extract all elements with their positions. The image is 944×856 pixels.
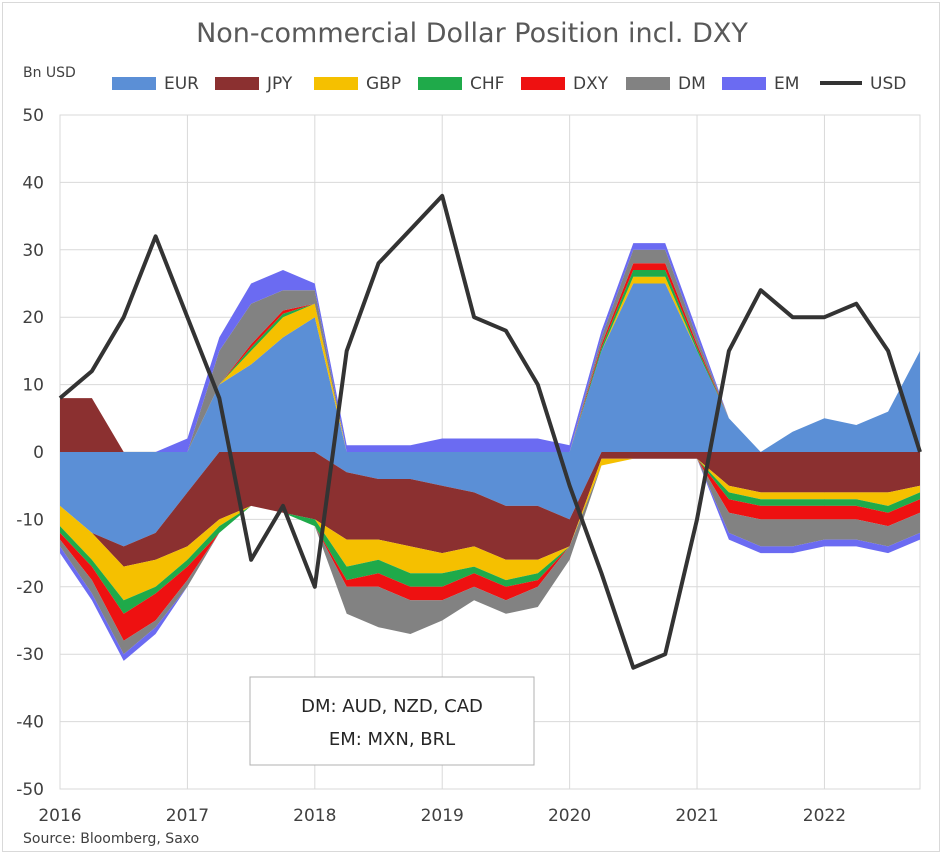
- legend-label-eur: EUR: [164, 74, 199, 94]
- area-gbp-negative: [60, 458, 920, 601]
- y-tick-label: -40: [16, 713, 44, 733]
- area-jpy-negative: [60, 452, 920, 567]
- area-dm-positive: [60, 249, 920, 452]
- note-line-em: EM: MXN, BRL: [329, 729, 455, 750]
- x-tick-label: 2016: [38, 806, 81, 826]
- x-tick-label: 2020: [548, 806, 591, 826]
- y-tick-label: 0: [33, 443, 44, 463]
- y-tick-label: -20: [16, 578, 44, 598]
- legend-swatch-em: [722, 77, 766, 90]
- area-eur-negative: [60, 452, 920, 547]
- area-dxy-positive: [60, 263, 920, 452]
- area-dxy-negative: [60, 458, 920, 641]
- legend: EUR JPY GBP CHF DXY DM EM USD: [112, 74, 906, 94]
- legend-swatch-dm: [626, 77, 670, 90]
- y-tick-label: 50: [22, 106, 44, 126]
- legend-swatch-dxy: [521, 77, 565, 90]
- y-axis-label: Bn USD: [23, 65, 76, 81]
- area-dm-negative: [60, 458, 920, 655]
- legend-label-gbp: GBP: [366, 74, 401, 94]
- legend-label-jpy: JPY: [266, 74, 293, 94]
- chart-title: Non-commercial Dollar Position incl. DXY: [196, 18, 748, 49]
- y-tick-label: 30: [22, 241, 44, 261]
- area-em-negative: [60, 458, 920, 661]
- y-tick-label: 10: [22, 376, 44, 396]
- series-usd-line: [58, 193, 922, 670]
- legend-label-em: EM: [774, 74, 799, 94]
- x-tick-label: 2019: [421, 806, 464, 826]
- x-tick-label: 2022: [803, 806, 846, 826]
- x-tick-label: 2017: [166, 806, 209, 826]
- axis-layer: 50 40 30 20 10 0 -10 -20 -30 -40 -50 2016 2017 2018 20…: [16, 106, 846, 826]
- area-chf-negative: [60, 458, 920, 614]
- area-eur-positive: [60, 283, 920, 452]
- legend-swatch-jpy: [215, 77, 259, 90]
- legend-swatch-gbp: [314, 77, 358, 90]
- area-gbp-positive: [60, 276, 920, 452]
- y-tick-label: -30: [16, 645, 44, 665]
- y-tick-label: 20: [22, 308, 44, 328]
- legend-swatch-eur: [112, 77, 156, 90]
- area-em-positive: [60, 243, 920, 452]
- source-text: Source: Bloomberg, Saxo: [23, 831, 199, 847]
- note-line-dm: DM: AUD, NZD, CAD: [301, 696, 483, 717]
- x-tick-label: 2021: [675, 806, 718, 826]
- x-tick-label: 2018: [293, 806, 336, 826]
- line-layer: [58, 193, 922, 670]
- legend-swatch-chf: [418, 77, 462, 90]
- area-jpy-positive: [60, 283, 920, 452]
- legend-label-chf: CHF: [470, 74, 504, 94]
- y-tick-label: -10: [16, 510, 44, 530]
- note-box: DM: AUD, NZD, CAD EM: MXN, BRL: [249, 676, 535, 766]
- area-layer: [60, 243, 920, 661]
- legend-label-usd: USD: [870, 74, 906, 94]
- y-tick-label: -50: [16, 780, 44, 800]
- y-tick-label: 40: [22, 173, 44, 193]
- legend-label-dm: DM: [678, 74, 706, 94]
- area-chf-positive: [60, 270, 920, 452]
- legend-label-dxy: DXY: [573, 74, 609, 94]
